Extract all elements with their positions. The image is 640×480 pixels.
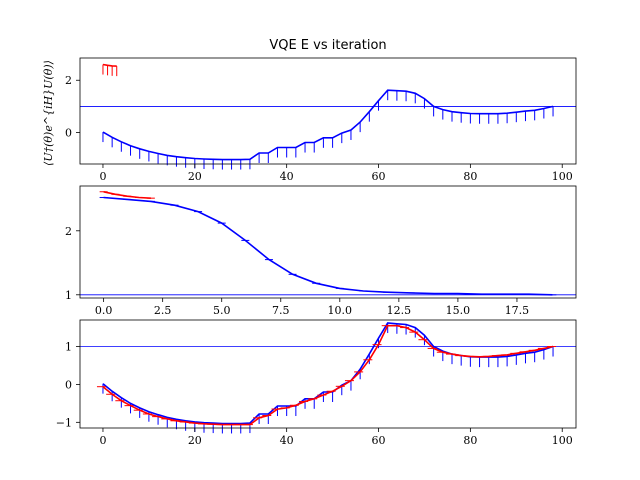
series-1 (102, 89, 554, 170)
y-tick-label: 2 (65, 74, 72, 87)
panel-3: 0 20 40 60 80 100 −1 0 1 (56, 319, 577, 447)
x-tick-label: 60 (372, 434, 386, 447)
x-tick-label: 100 (552, 170, 573, 183)
series-line (102, 89, 554, 161)
y-tick-label: 1 (65, 289, 72, 302)
y-tick-label: 0 (65, 378, 72, 391)
series-2 (96, 324, 557, 426)
y-tick-label: −1 (56, 416, 72, 429)
x-tick-label: 17.5 (505, 304, 530, 317)
y-axis-label: ⟨U†(θ)e^{iH}U(θ)⟩ (42, 60, 55, 166)
axes-frame (79, 57, 577, 165)
series-line (102, 324, 554, 426)
x-tick-label: 0 (99, 170, 106, 183)
series-1 (102, 322, 554, 434)
x-tick-label: 20 (188, 170, 202, 183)
x-tick-label: 40 (280, 434, 294, 447)
series-2 (99, 191, 155, 199)
x-tick-label: 60 (372, 170, 386, 183)
x-tick-label: 80 (463, 170, 477, 183)
x-tick-label: 2.5 (154, 304, 172, 317)
series-line (102, 322, 554, 425)
series-2 (102, 63, 118, 77)
series-line (103, 191, 151, 199)
y-tick-label: 2 (65, 225, 72, 238)
x-tick-label: 0.0 (95, 304, 113, 317)
x-tick-label: 5.0 (213, 304, 231, 317)
x-tick-label: 12.5 (387, 304, 412, 317)
series-line (102, 63, 117, 67)
y-tick-label: 1 (65, 341, 72, 354)
x-tick-label: 40 (280, 170, 294, 183)
panel-1: 0 20 40 60 80 100 0 2 (65, 57, 577, 183)
axes-frame (79, 319, 577, 429)
series-line (103, 196, 553, 296)
axes-frame (79, 185, 577, 299)
x-tick-label: 10.0 (328, 304, 353, 317)
x-tick-label: 80 (463, 434, 477, 447)
y-tick-label: 0 (65, 127, 72, 140)
chart-title: VQE E vs iteration (269, 38, 386, 53)
x-tick-label: 15.0 (446, 304, 471, 317)
x-tick-label: 0 (99, 434, 106, 447)
x-tick-label: 20 (188, 434, 202, 447)
x-tick-label: 100 (552, 434, 573, 447)
x-tick-label: 7.5 (272, 304, 290, 317)
series-1 (99, 196, 557, 296)
panel-2: 0.0 2.5 5.0 7.5 10.0 12.5 15.0 17.5 1 2 (65, 185, 577, 317)
